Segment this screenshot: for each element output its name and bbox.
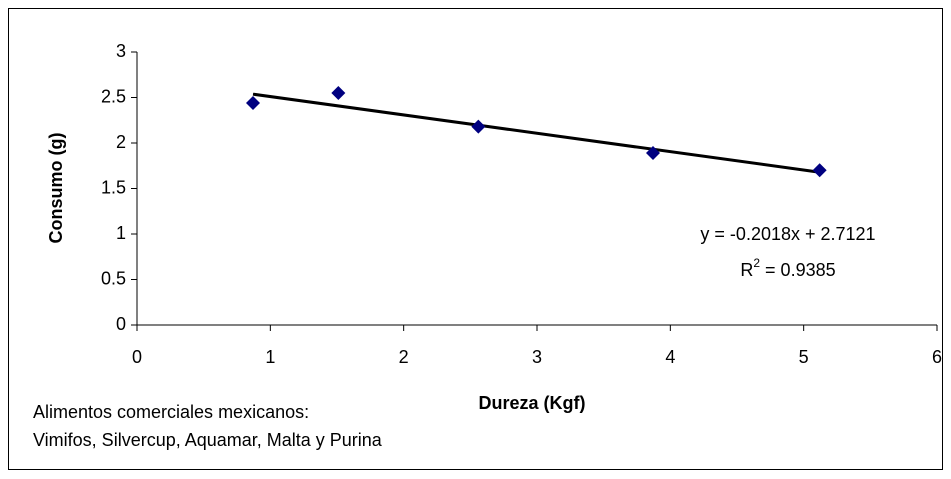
trendline-equation: y = -0.2018x + 2.7121 xyxy=(700,224,875,244)
y-tick-label: 2 xyxy=(116,132,126,152)
x-tick-label: 6 xyxy=(932,347,942,367)
r2-rest: = 0.9385 xyxy=(760,260,836,280)
x-tick-label: 4 xyxy=(665,347,675,367)
x-tick-label: 5 xyxy=(799,347,809,367)
x-tick-label: 0 xyxy=(132,347,142,367)
note: Alimentos comerciales mexicanos: xyxy=(33,402,309,422)
data-point xyxy=(246,95,260,110)
y-tick-label: 1 xyxy=(116,223,126,243)
note: Vimifos, Silvercup, Aquamar, Malta y Pur… xyxy=(33,430,383,450)
y-tick-label: 3 xyxy=(116,41,126,61)
r-squared: R2 = 0.9385 xyxy=(740,256,835,280)
y-tick-label: 0 xyxy=(116,314,126,334)
chart-border xyxy=(8,8,943,470)
y-tick-label: 2.5 xyxy=(101,86,126,106)
x-tick-label: 2 xyxy=(399,347,409,367)
trendline xyxy=(252,92,820,174)
data-point xyxy=(331,85,346,100)
data-point xyxy=(812,163,827,178)
x-axis-label: Dureza (Kgf) xyxy=(479,393,586,413)
data-point xyxy=(471,119,486,134)
y-tick-label: 0.5 xyxy=(101,268,126,288)
x-tick-label: 3 xyxy=(532,347,542,367)
r2-base: R xyxy=(740,260,753,280)
x-tick-label: 1 xyxy=(265,347,275,367)
r2-sup: 2 xyxy=(753,256,760,270)
data-point xyxy=(646,146,660,161)
y-tick-label: 1.5 xyxy=(101,177,126,197)
y-axis-label: Consumo (g) xyxy=(46,133,66,244)
